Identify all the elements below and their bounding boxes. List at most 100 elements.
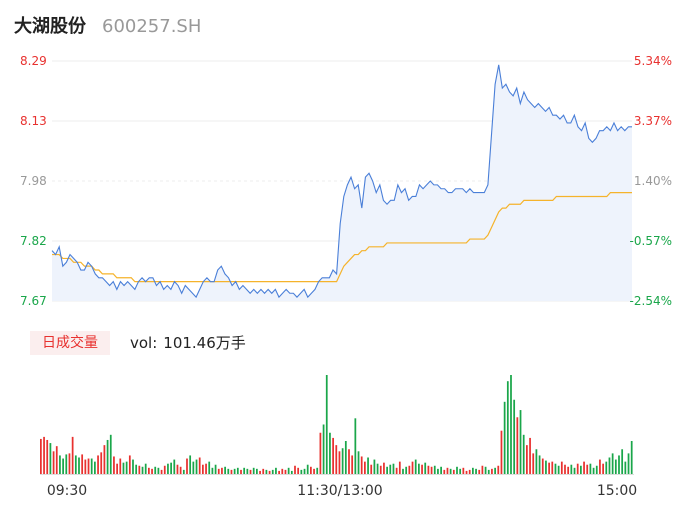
volume-bar [459, 468, 462, 474]
volume-bar [154, 466, 157, 474]
volume-bar [551, 461, 554, 475]
volume-bar [357, 451, 360, 474]
volume-bar [138, 465, 141, 474]
volume-bar [313, 468, 315, 474]
volume-bar [325, 375, 328, 474]
volume-bar [500, 430, 503, 474]
volume-bar [465, 470, 468, 474]
volume-bar [262, 468, 265, 474]
volume-bar [538, 455, 541, 474]
volume-bar [510, 375, 512, 474]
x-tick: 09:30 [47, 483, 87, 499]
volume-bar [230, 469, 233, 475]
volume-bar [341, 448, 344, 474]
volume-bar [491, 468, 493, 474]
volume-bar [224, 466, 226, 474]
y-left-tick: 7.67 [20, 294, 47, 308]
volume-bar [548, 462, 550, 474]
volume-bar [240, 469, 242, 475]
volume-bar [106, 439, 109, 474]
volume-bar [427, 465, 430, 474]
volume-bar [297, 467, 300, 474]
volume-bar [290, 470, 293, 474]
volume-bar [449, 468, 452, 474]
volume-bar [589, 463, 592, 474]
volume-bar [167, 463, 169, 474]
volume-bar [627, 453, 630, 475]
volume-bar [87, 458, 90, 474]
volume-bar [367, 457, 369, 474]
volume-bar [456, 466, 458, 474]
volume-bar [294, 465, 296, 474]
volume-bar [306, 464, 309, 474]
volume-bar [554, 463, 557, 474]
volume-tag: 日成交量 [30, 331, 110, 355]
volume-bar [122, 462, 125, 474]
volume-bar [624, 461, 627, 475]
volume-bar [256, 468, 258, 474]
volume-bar [81, 454, 84, 474]
volume-bar [186, 458, 188, 474]
stock-header: 大湖股份 600257.SH [14, 12, 201, 40]
y-right-tick: 1.40% [634, 174, 672, 188]
volume-bar [573, 467, 576, 474]
y-left-tick: 7.98 [20, 174, 47, 188]
volume-bar [243, 467, 246, 474]
volume-bar [119, 458, 122, 474]
volume-bar [271, 469, 274, 475]
volume-bar [545, 460, 547, 474]
y-right-tick: -2.54% [630, 294, 672, 308]
volume-bar [430, 466, 433, 474]
volume-bar [481, 465, 484, 474]
volume-bar [322, 424, 325, 474]
volume-bar [249, 469, 252, 475]
volume-bar [94, 461, 96, 475]
volume-bar [259, 470, 261, 474]
volume-bar [405, 466, 408, 474]
x-tick: 15:00 [597, 483, 637, 499]
volume-bar [221, 467, 223, 474]
volume-bar [395, 467, 398, 474]
volume-bar [618, 455, 620, 474]
volume-bar [109, 434, 112, 474]
volume-bar [360, 456, 363, 474]
volume-bar [278, 470, 280, 474]
volume-bar [74, 455, 77, 474]
volume-bar [494, 467, 496, 474]
volume-bar [621, 449, 624, 474]
volume-bar [440, 466, 442, 474]
volume-bar [526, 445, 528, 475]
price-line [51, 64, 632, 299]
volume-bar [402, 468, 404, 474]
volume-bar [351, 455, 354, 474]
volume-bar [497, 465, 500, 474]
volume-bar [529, 437, 531, 474]
volume-bar [364, 461, 366, 475]
price-area [52, 64, 632, 302]
volume-bar [100, 452, 103, 474]
volume-bar [433, 465, 436, 474]
volume-bar [472, 467, 474, 474]
y-right-tick: 3.37% [634, 114, 672, 128]
volume-bar [443, 469, 446, 475]
y-right-tick: 5.34% [634, 54, 672, 68]
volume-bar [335, 445, 338, 475]
volume-bar [246, 468, 249, 474]
volume-bar [65, 454, 68, 474]
volume-bar [62, 458, 64, 474]
volume-bar [437, 468, 439, 474]
volume-bar [160, 469, 163, 475]
volume-bar [275, 467, 277, 474]
volume-bar [475, 468, 477, 474]
volume-bar [189, 455, 192, 474]
volume-bar [59, 455, 61, 474]
volume-bar [379, 465, 382, 474]
volume-value: 101.46万手 [163, 334, 246, 352]
volume-bar [84, 459, 87, 474]
volume-bar [90, 458, 93, 474]
volume-bar [208, 461, 211, 475]
volume-bar [163, 465, 166, 474]
y-left-tick: 8.13 [20, 114, 47, 128]
volume-bar [71, 436, 74, 475]
volume-bar [43, 436, 45, 475]
